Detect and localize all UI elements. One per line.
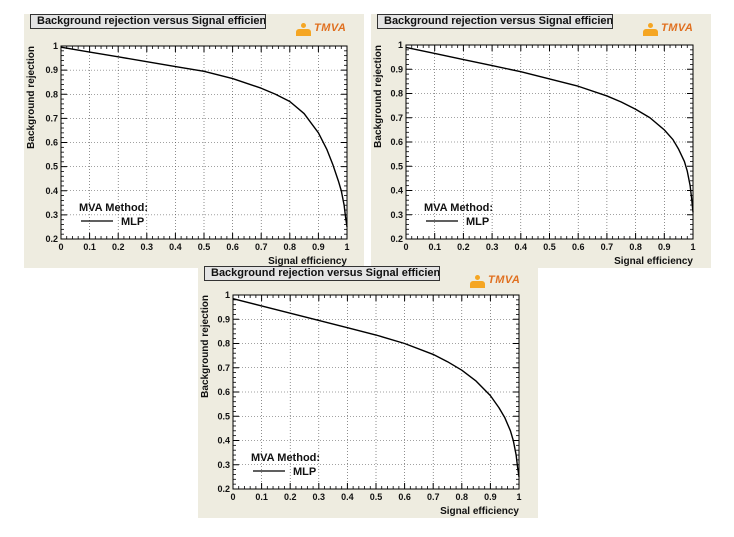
tmva-logo: TMVA xyxy=(641,21,699,37)
y-tick-label: 1 xyxy=(53,41,58,51)
x-tick-label: 0.8 xyxy=(456,492,469,502)
y-tick-label: 0.6 xyxy=(390,137,403,147)
y-tick-label: 0.4 xyxy=(390,186,403,196)
tmva-figure-icon xyxy=(296,23,311,36)
y-tick-label: 1 xyxy=(225,290,230,300)
tmva-figure-icon xyxy=(470,275,485,288)
x-tick-label: 0.3 xyxy=(141,242,154,252)
x-tick-label: 0.3 xyxy=(486,242,499,252)
y-tick-label: 0.8 xyxy=(45,89,58,99)
x-axis-title: Signal efficiency xyxy=(268,256,347,267)
roc-plot: 0 0.1 0.2 0.3 0.4 0.5 0.6 0.7 0.8 0.9 1 0.2 0.3 0.4 0.… xyxy=(373,40,696,267)
y-tick-label: 0.3 xyxy=(217,460,230,470)
chart-panel-3: Background rejection versus Signal effic… xyxy=(198,266,538,518)
x-tick-label: 1 xyxy=(344,242,349,252)
y-tick-label: 0.6 xyxy=(45,138,58,148)
x-tick-label: 1 xyxy=(690,242,695,252)
tmva-logo-text: TMVA xyxy=(661,22,694,34)
y-tick-label: 0.7 xyxy=(217,363,230,373)
x-tick-label: 0.2 xyxy=(457,242,470,252)
x-tick-label: 0.7 xyxy=(255,242,268,252)
roc-plot: 0 0.1 0.2 0.3 0.4 0.5 0.6 0.7 0.8 0.9 1 0.2 0.3 0.4 0.… xyxy=(26,41,350,267)
y-tick-label: 0.9 xyxy=(390,64,403,74)
y-tick-label: 1 xyxy=(398,40,403,50)
legend-entry: MLP xyxy=(466,216,489,228)
y-tick-label: 0.2 xyxy=(45,234,58,244)
tmva-logo: TMVA xyxy=(294,21,352,37)
chart-title: Background rejection versus Signal effic… xyxy=(377,14,613,29)
x-tick-label: 0.9 xyxy=(312,242,325,252)
tmva-figure-icon xyxy=(643,23,658,36)
x-tick-label: 0.8 xyxy=(284,242,297,252)
y-tick-label: 0.7 xyxy=(45,113,58,123)
legend-header: MVA Method: xyxy=(251,452,320,464)
x-tick-label: 0.9 xyxy=(658,242,671,252)
plot-frame xyxy=(405,44,694,240)
legend-header: MVA Method: xyxy=(79,202,148,214)
tmva-logo-text: TMVA xyxy=(488,274,521,286)
chart-panel-1: Background rejection versus Signal effic… xyxy=(24,14,364,268)
y-tick-label: 0.5 xyxy=(390,161,403,171)
y-tick-label: 0.3 xyxy=(390,210,403,220)
y-axis-title: Background rejection xyxy=(373,45,384,148)
x-tick-label: 0.8 xyxy=(629,242,642,252)
y-tick-label: 0.2 xyxy=(390,234,403,244)
x-tick-label: 0.6 xyxy=(572,242,585,252)
y-axis-title: Background rejection xyxy=(26,46,37,149)
tmva-logo-text: TMVA xyxy=(314,22,347,34)
plot-area xyxy=(406,45,693,239)
x-tick-label: 0 xyxy=(403,242,408,252)
y-tick-label: 0.4 xyxy=(217,436,230,446)
chart-title: Background rejection versus Signal effic… xyxy=(204,266,440,281)
x-tick-label: 0.9 xyxy=(484,492,497,502)
x-tick-label: 0.3 xyxy=(313,492,326,502)
x-tick-label: 0.6 xyxy=(226,242,239,252)
x-tick-label: 0.4 xyxy=(515,242,528,252)
x-tick-label: 0.1 xyxy=(83,242,96,252)
legend-header: MVA Method: xyxy=(424,202,493,214)
plot-area xyxy=(233,295,519,489)
series-line-mlp xyxy=(405,46,694,213)
x-tick-label: 0.2 xyxy=(284,492,297,502)
legend-entry: MLP xyxy=(121,216,144,228)
y-tick-label: 0.9 xyxy=(217,314,230,324)
x-tick-label: 0.7 xyxy=(427,492,440,502)
x-tick-label: 0 xyxy=(58,242,63,252)
y-tick-label: 0.8 xyxy=(217,339,230,349)
chart-panel-2: Background rejection versus Signal effic… xyxy=(371,14,711,268)
x-tick-label: 0.5 xyxy=(370,492,383,502)
x-tick-label: 0.7 xyxy=(601,242,614,252)
y-axis-title: Background rejection xyxy=(200,295,211,398)
plot-frame xyxy=(232,294,520,490)
y-tick-label: 0.5 xyxy=(45,162,58,172)
plot-frame xyxy=(60,45,348,240)
chart-title: Background rejection versus Signal effic… xyxy=(30,14,266,29)
tmva-logo: TMVA xyxy=(468,273,526,289)
x-tick-label: 0.1 xyxy=(255,492,268,502)
roc-plot: 0 0.1 0.2 0.3 0.4 0.5 0.6 0.7 0.8 0.9 1 0.2 0.3 0.4 0.… xyxy=(200,290,522,517)
y-tick-label: 0.9 xyxy=(45,65,58,75)
x-tick-label: 0.5 xyxy=(198,242,211,252)
y-tick-label: 0.6 xyxy=(217,387,230,397)
x-tick-label: 0.4 xyxy=(341,492,354,502)
y-tick-label: 0.8 xyxy=(390,89,403,99)
y-tick-label: 0.7 xyxy=(390,113,403,123)
x-tick-label: 0.6 xyxy=(398,492,411,502)
x-tick-label: 0.2 xyxy=(112,242,125,252)
y-tick-label: 0.5 xyxy=(217,411,230,421)
x-tick-label: 0.5 xyxy=(543,242,556,252)
series-line-mlp xyxy=(60,46,348,228)
y-tick-label: 0.2 xyxy=(217,484,230,494)
x-tick-label: 1 xyxy=(516,492,521,502)
x-tick-label: 0 xyxy=(230,492,235,502)
series-line-mlp xyxy=(232,297,520,477)
x-axis-title: Signal efficiency xyxy=(440,506,519,517)
y-tick-label: 0.4 xyxy=(45,186,58,196)
x-tick-label: 0.1 xyxy=(428,242,441,252)
y-tick-label: 0.3 xyxy=(45,210,58,220)
legend-entry: MLP xyxy=(293,466,316,478)
x-axis-title: Signal efficiency xyxy=(614,256,693,267)
x-tick-label: 0.4 xyxy=(169,242,182,252)
